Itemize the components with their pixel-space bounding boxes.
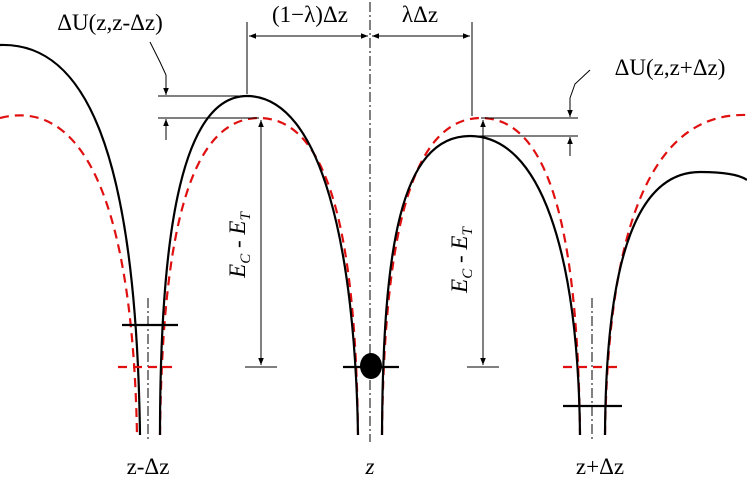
energy-levels [118, 323, 622, 408]
energy-label-part: E [447, 279, 472, 294]
energy-label-part: C [460, 268, 476, 279]
position-label: z [365, 454, 375, 479]
span-label: λΔz [402, 2, 438, 27]
energy-label: EC - ET [447, 226, 476, 294]
energy-label-part: T [238, 211, 254, 221]
position-label: z-Δz [127, 454, 170, 479]
energy-label-part: C [238, 253, 254, 264]
span-label: (1−λ)Δz [272, 2, 348, 27]
energy-label-part: - E [225, 221, 250, 254]
energy-label-part: E [225, 264, 250, 279]
dimension-lines [149, 22, 591, 368]
delta-u-label: ΔU(z,z+Δz) [615, 55, 726, 80]
potential-unperturbed [0, 113, 747, 436]
position-label: z+Δz [576, 454, 624, 479]
electron [360, 353, 382, 379]
energy-label-part: - E [447, 236, 472, 269]
energy-label-part: T [460, 226, 476, 236]
energy-label: EC - ET [225, 211, 254, 279]
delta-u-label: ΔU(z,z-Δz) [57, 10, 163, 35]
